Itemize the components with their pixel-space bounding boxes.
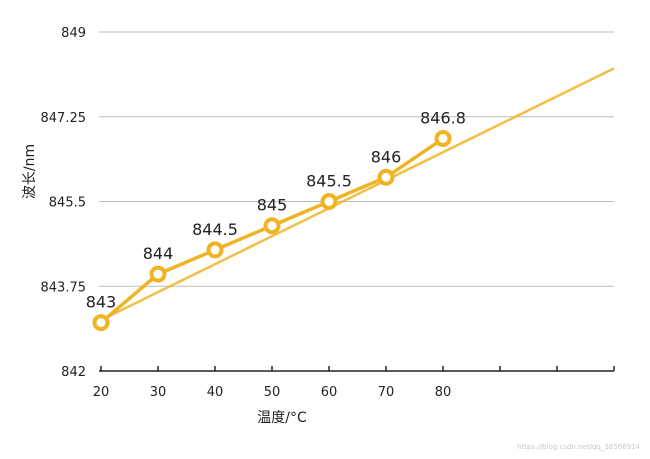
data-point xyxy=(434,130,452,148)
grid-layer xyxy=(99,31,614,287)
data-label: 843 xyxy=(86,293,117,312)
x-tick-label: 40 xyxy=(207,385,224,400)
x-tick-label: 50 xyxy=(264,385,281,400)
data-point xyxy=(206,241,224,259)
label-layer: 843 844 844.5 845 845.5 846 846.8 xyxy=(86,109,466,312)
x-tick-label: 80 xyxy=(435,385,452,400)
watermark: https://blog.csdn.net/qq_38566914 xyxy=(517,443,640,451)
axis-layer: 842 843.75 845.5 847.25 849 20 30 40 50 60 70 80 xyxy=(41,26,615,400)
trendline xyxy=(100,67,615,322)
y-tick-label: 842 xyxy=(61,365,86,380)
y-tick-label: 847.25 xyxy=(41,111,87,126)
data-point xyxy=(149,265,167,283)
data-label: 845 xyxy=(257,196,288,215)
data-label: 844.5 xyxy=(192,220,238,239)
data-label: 846.8 xyxy=(420,109,466,128)
x-tick-label: 30 xyxy=(150,385,167,400)
data-point xyxy=(320,193,338,210)
y-tick-label: 843.75 xyxy=(41,280,87,295)
data-label: 846 xyxy=(371,147,402,166)
x-tick-label: 60 xyxy=(321,385,338,400)
data-point xyxy=(263,217,281,235)
y-tick-label: 845.5 xyxy=(49,196,86,211)
data-label: 845.5 xyxy=(306,172,352,191)
x-tick-label: 20 xyxy=(93,385,110,400)
data-point xyxy=(92,314,110,332)
x-tick-label: 70 xyxy=(378,385,395,400)
x-axis-title: 温度/°C xyxy=(257,410,307,426)
data-point xyxy=(377,168,395,186)
y-tick-label: 849 xyxy=(61,26,86,41)
data-label: 844 xyxy=(143,244,174,263)
y-axis-title: 波长/nm xyxy=(22,144,38,199)
series-layer xyxy=(92,67,615,332)
